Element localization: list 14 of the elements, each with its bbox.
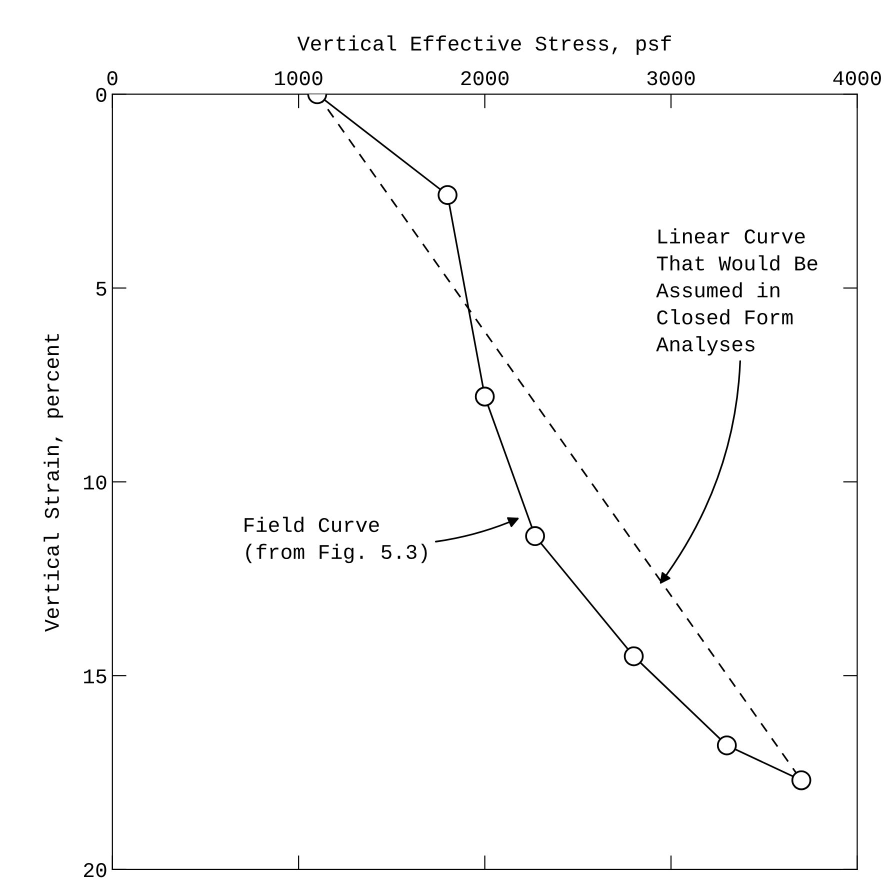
- annotation: Field Curve (from Fig. 5.3): [244, 516, 427, 564]
- x-tick-label: 1000: [275, 71, 322, 86]
- x-tick-label: 4000: [833, 71, 881, 86]
- x-tick-label: 0: [107, 71, 118, 86]
- annotation: Linear Curve That Would Be Assumed in Closed Form Analyses: [656, 228, 818, 356]
- x-tick-label: 2000: [461, 71, 509, 86]
- x-axis-title: Vertical Effective Stress, psf: [297, 35, 671, 55]
- x-tick-label: 3000: [647, 71, 695, 86]
- y-tick-label: 20: [84, 863, 106, 878]
- y-tick-label: 10: [84, 475, 106, 490]
- y-tick-label: 15: [84, 669, 106, 684]
- y-axis-title: Vertical Strain, percent: [44, 334, 64, 632]
- y-tick-label: 5: [96, 282, 106, 296]
- y-tick-label: 0: [96, 88, 106, 102]
